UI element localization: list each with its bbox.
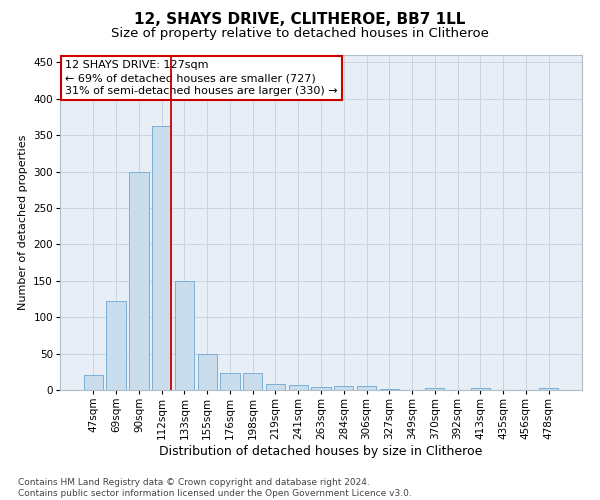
Text: Contains HM Land Registry data © Crown copyright and database right 2024.
Contai: Contains HM Land Registry data © Crown c… xyxy=(18,478,412,498)
Bar xyxy=(539,388,558,390)
Bar xyxy=(425,388,445,390)
Bar xyxy=(380,388,399,390)
Bar xyxy=(311,387,331,390)
Bar xyxy=(152,126,172,390)
X-axis label: Distribution of detached houses by size in Clitheroe: Distribution of detached houses by size … xyxy=(160,444,482,458)
Bar xyxy=(357,386,376,390)
Y-axis label: Number of detached properties: Number of detached properties xyxy=(18,135,28,310)
Bar xyxy=(106,301,126,390)
Bar xyxy=(266,384,285,390)
Bar xyxy=(175,281,194,390)
Bar xyxy=(197,354,217,390)
Bar xyxy=(470,388,490,390)
Bar xyxy=(129,172,149,390)
Bar xyxy=(220,373,239,390)
Text: Size of property relative to detached houses in Clitheroe: Size of property relative to detached ho… xyxy=(111,28,489,40)
Bar xyxy=(289,385,308,390)
Text: 12, SHAYS DRIVE, CLITHEROE, BB7 1LL: 12, SHAYS DRIVE, CLITHEROE, BB7 1LL xyxy=(134,12,466,28)
Bar xyxy=(84,376,103,390)
Text: 12 SHAYS DRIVE: 127sqm
← 69% of detached houses are smaller (727)
31% of semi-de: 12 SHAYS DRIVE: 127sqm ← 69% of detached… xyxy=(65,60,338,96)
Bar xyxy=(334,386,353,390)
Bar xyxy=(243,373,262,390)
